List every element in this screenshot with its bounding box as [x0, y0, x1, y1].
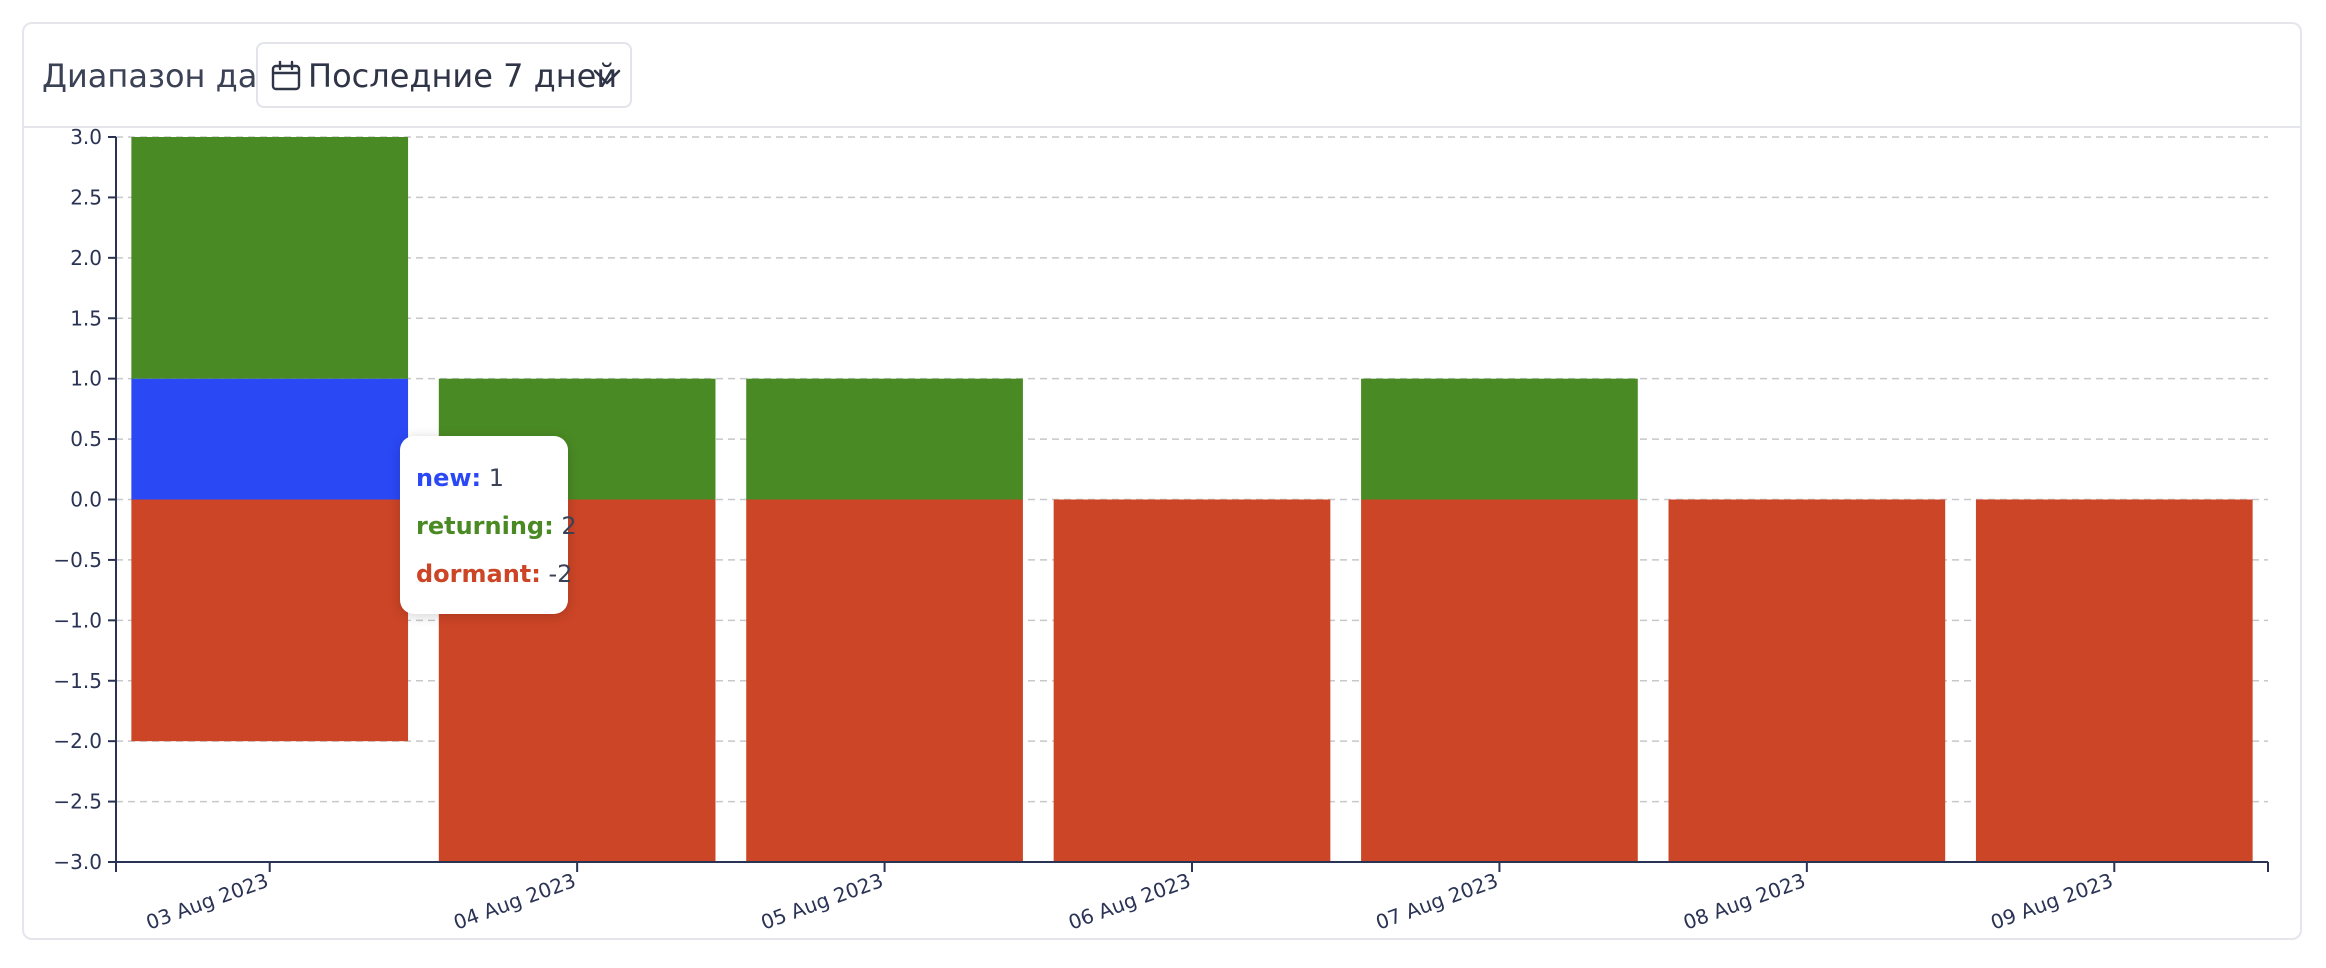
tooltip-row-dormant: dormant: -2 [416, 550, 572, 598]
tooltip-key: returning: [416, 512, 554, 540]
bar-dormant [1053, 499, 1331, 862]
chart-tooltip: new: 1 returning: 2 dormant: -2 [400, 436, 577, 614]
date-range-label: Диапазон дат [42, 57, 276, 95]
bar-dormant [1361, 499, 1638, 862]
bar-dormant [746, 499, 1023, 862]
date-range-select[interactable]: Последние 7 дней [256, 42, 632, 108]
y-tick-label: 2.5 [70, 185, 102, 209]
tooltip-row-new: new: 1 [416, 454, 568, 502]
tooltip-value: -2 [548, 560, 573, 588]
bar-returning [746, 378, 1023, 500]
tooltip-row-returning: returning: 2 [416, 502, 577, 550]
x-tick-label: 09 Aug 2023 [1987, 868, 2116, 934]
toolbar: Диапазон дат Последние 7 дней [24, 24, 2300, 128]
y-tick-label: 0.5 [70, 427, 102, 451]
y-tick-label: −1.0 [53, 608, 102, 632]
bar-returning [131, 137, 409, 379]
bar-new [131, 378, 409, 500]
y-tick-label: 3.0 [70, 125, 102, 149]
x-tick-label: 08 Aug 2023 [1680, 868, 1809, 934]
y-tick-label: −1.5 [53, 669, 102, 693]
y-tick-label: −2.0 [53, 729, 102, 753]
bar-returning [1361, 378, 1638, 500]
tooltip-value: 2 [561, 512, 577, 540]
bar-dormant [131, 499, 409, 742]
bar-dormant [1975, 499, 2253, 862]
y-tick-label: −0.5 [53, 548, 102, 572]
tooltip-value: 1 [488, 464, 505, 492]
y-tick-label: 1.5 [70, 306, 102, 330]
y-tick-label: −3.0 [53, 850, 102, 874]
tooltip-key: new: [416, 464, 482, 492]
tooltip-key: dormant: [416, 560, 541, 588]
y-tick-label: −2.5 [53, 790, 102, 814]
x-tick-label: 06 Aug 2023 [1065, 868, 1194, 934]
calendar-icon [270, 60, 302, 92]
x-tick-label: 03 Aug 2023 [143, 868, 272, 934]
x-tick-label: 07 Aug 2023 [1373, 868, 1502, 934]
y-tick-label: 1.0 [70, 367, 102, 391]
x-tick-label: 04 Aug 2023 [450, 868, 579, 934]
chevron-down-icon [592, 66, 622, 88]
y-tick-label: 2.0 [70, 246, 102, 270]
y-tick-label: 0.0 [70, 488, 102, 512]
date-range-value: Последние 7 дней [308, 57, 618, 95]
x-tick-label: 05 Aug 2023 [758, 868, 887, 934]
bar-dormant [1668, 499, 1946, 862]
